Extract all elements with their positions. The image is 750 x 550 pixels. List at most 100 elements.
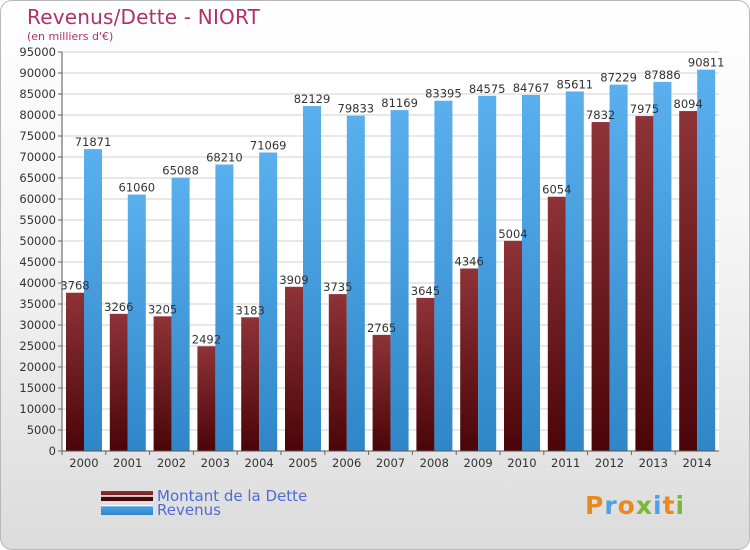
bar-dette — [241, 317, 260, 451]
x-tick-label: 2004 — [244, 456, 273, 470]
y-tick-label: 10000 — [19, 402, 56, 416]
logo-letter: i — [653, 491, 663, 520]
x-tick-label: 2003 — [201, 456, 230, 470]
y-tick-label: 80000 — [19, 108, 56, 122]
proxiti-logo: Proxiti — [585, 491, 685, 520]
logo-letter: r — [604, 491, 618, 520]
bar-revenus — [303, 106, 321, 451]
y-tick-label: 85000 — [19, 87, 56, 101]
y-tick-label: 70000 — [19, 150, 56, 164]
data-label-revenus: 87886 — [644, 68, 681, 82]
bar-revenus — [215, 164, 234, 451]
data-label-revenus: 81169 — [381, 96, 418, 110]
data-label-dette: 3735 — [323, 280, 352, 294]
data-label-revenus: 87229 — [600, 71, 637, 85]
y-tick-label: 0 — [49, 444, 56, 458]
bar-dette — [153, 316, 172, 451]
logo-letter: i — [675, 491, 686, 520]
data-label-dette: 3768 — [60, 279, 89, 293]
x-tick-label: 2010 — [507, 456, 536, 470]
x-tick-label: 2000 — [69, 456, 98, 470]
data-label-revenus: 82129 — [294, 92, 331, 106]
bar-dette — [66, 292, 84, 451]
data-label-dette: 6054 — [542, 183, 571, 197]
legend-label-revenus: Revenus — [157, 501, 221, 519]
x-tick-label: 2002 — [157, 456, 186, 470]
x-tick-label: 2001 — [113, 456, 142, 470]
bar-revenus — [171, 177, 190, 451]
legend-item-revenus: Revenus — [101, 501, 221, 519]
data-label-dette: 3645 — [411, 284, 440, 298]
bar-revenus — [522, 94, 540, 451]
legend-item-dette: Montant de la Dette — [101, 487, 308, 505]
data-label-dette: 7975 — [630, 102, 659, 116]
bar-dette — [679, 111, 698, 451]
data-label-dette: 4346 — [455, 254, 484, 268]
bar-revenus — [565, 91, 584, 451]
bar-revenus — [84, 149, 102, 452]
legend-swatch-dette — [101, 491, 153, 501]
bar-dette — [547, 196, 566, 451]
x-tick-label: 2013 — [639, 456, 668, 470]
logo-letter: x — [635, 491, 653, 520]
y-tick-label: 15000 — [19, 381, 56, 395]
legend-label-dette: Montant de la Dette — [157, 487, 308, 505]
data-label-revenus: 79833 — [338, 102, 375, 116]
x-tick-label: 2012 — [595, 456, 624, 470]
legend-swatch-revenus — [101, 505, 153, 515]
bar-revenus — [259, 152, 278, 451]
data-label-dette: 5004 — [498, 227, 527, 241]
data-label-dette: 3205 — [148, 302, 177, 316]
data-label-dette: 2492 — [192, 332, 221, 346]
bar-dette — [504, 240, 522, 451]
y-tick-label: 45000 — [19, 255, 56, 269]
data-label-revenus: 85611 — [557, 77, 594, 91]
data-label-revenus: 83395 — [425, 87, 462, 101]
bar-dette — [285, 286, 303, 451]
data-label-revenus: 71069 — [250, 139, 287, 153]
logo-letter: o — [617, 491, 636, 520]
y-tick-label: 95000 — [19, 45, 56, 59]
data-label-revenus: 68210 — [206, 151, 243, 165]
bar-dette — [372, 334, 391, 451]
x-tick-label: 2014 — [682, 456, 711, 470]
bar-dette — [635, 116, 654, 452]
y-tick-label: 75000 — [19, 129, 56, 143]
bar-revenus — [346, 115, 365, 451]
y-tick-label: 60000 — [19, 192, 56, 206]
logo-letter: P — [585, 491, 605, 520]
y-tick-label: 30000 — [19, 318, 56, 332]
x-tick-label: 2011 — [551, 456, 580, 470]
bar-dette — [109, 313, 128, 451]
y-tick-label: 5000 — [27, 423, 56, 437]
data-label-revenus: 71871 — [75, 135, 112, 149]
x-tick-label: 2009 — [463, 456, 492, 470]
bar-dette — [197, 346, 216, 451]
y-tick-label: 25000 — [19, 339, 56, 353]
x-tick-label: 2008 — [420, 456, 449, 470]
x-tick-label: 2007 — [376, 456, 405, 470]
data-label-revenus: 84575 — [469, 82, 506, 96]
y-tick-label: 65000 — [19, 171, 56, 185]
bar-dette — [460, 268, 479, 451]
y-tick-label: 20000 — [19, 360, 56, 374]
y-tick-label: 90000 — [19, 66, 56, 80]
bar-revenus — [609, 84, 628, 452]
bar-revenus — [653, 81, 672, 452]
y-tick-label: 55000 — [19, 213, 56, 227]
chart-subtitle: (en milliers d'€) — [27, 30, 114, 43]
bar-revenus — [478, 95, 497, 451]
data-label-revenus: 65088 — [162, 164, 199, 178]
data-label-dette: 3183 — [236, 303, 265, 317]
x-tick-label: 2005 — [288, 456, 317, 470]
y-tick-label: 35000 — [19, 297, 56, 311]
bar-revenus — [390, 110, 409, 451]
data-label-revenus: 84767 — [513, 81, 550, 95]
bar-revenus — [697, 69, 716, 451]
y-tick-label: 40000 — [19, 276, 56, 290]
data-label-dette: 8094 — [674, 97, 703, 111]
bar-revenus — [434, 100, 453, 451]
data-label-dette: 3266 — [104, 300, 133, 314]
data-label-dette: 3909 — [279, 273, 308, 287]
